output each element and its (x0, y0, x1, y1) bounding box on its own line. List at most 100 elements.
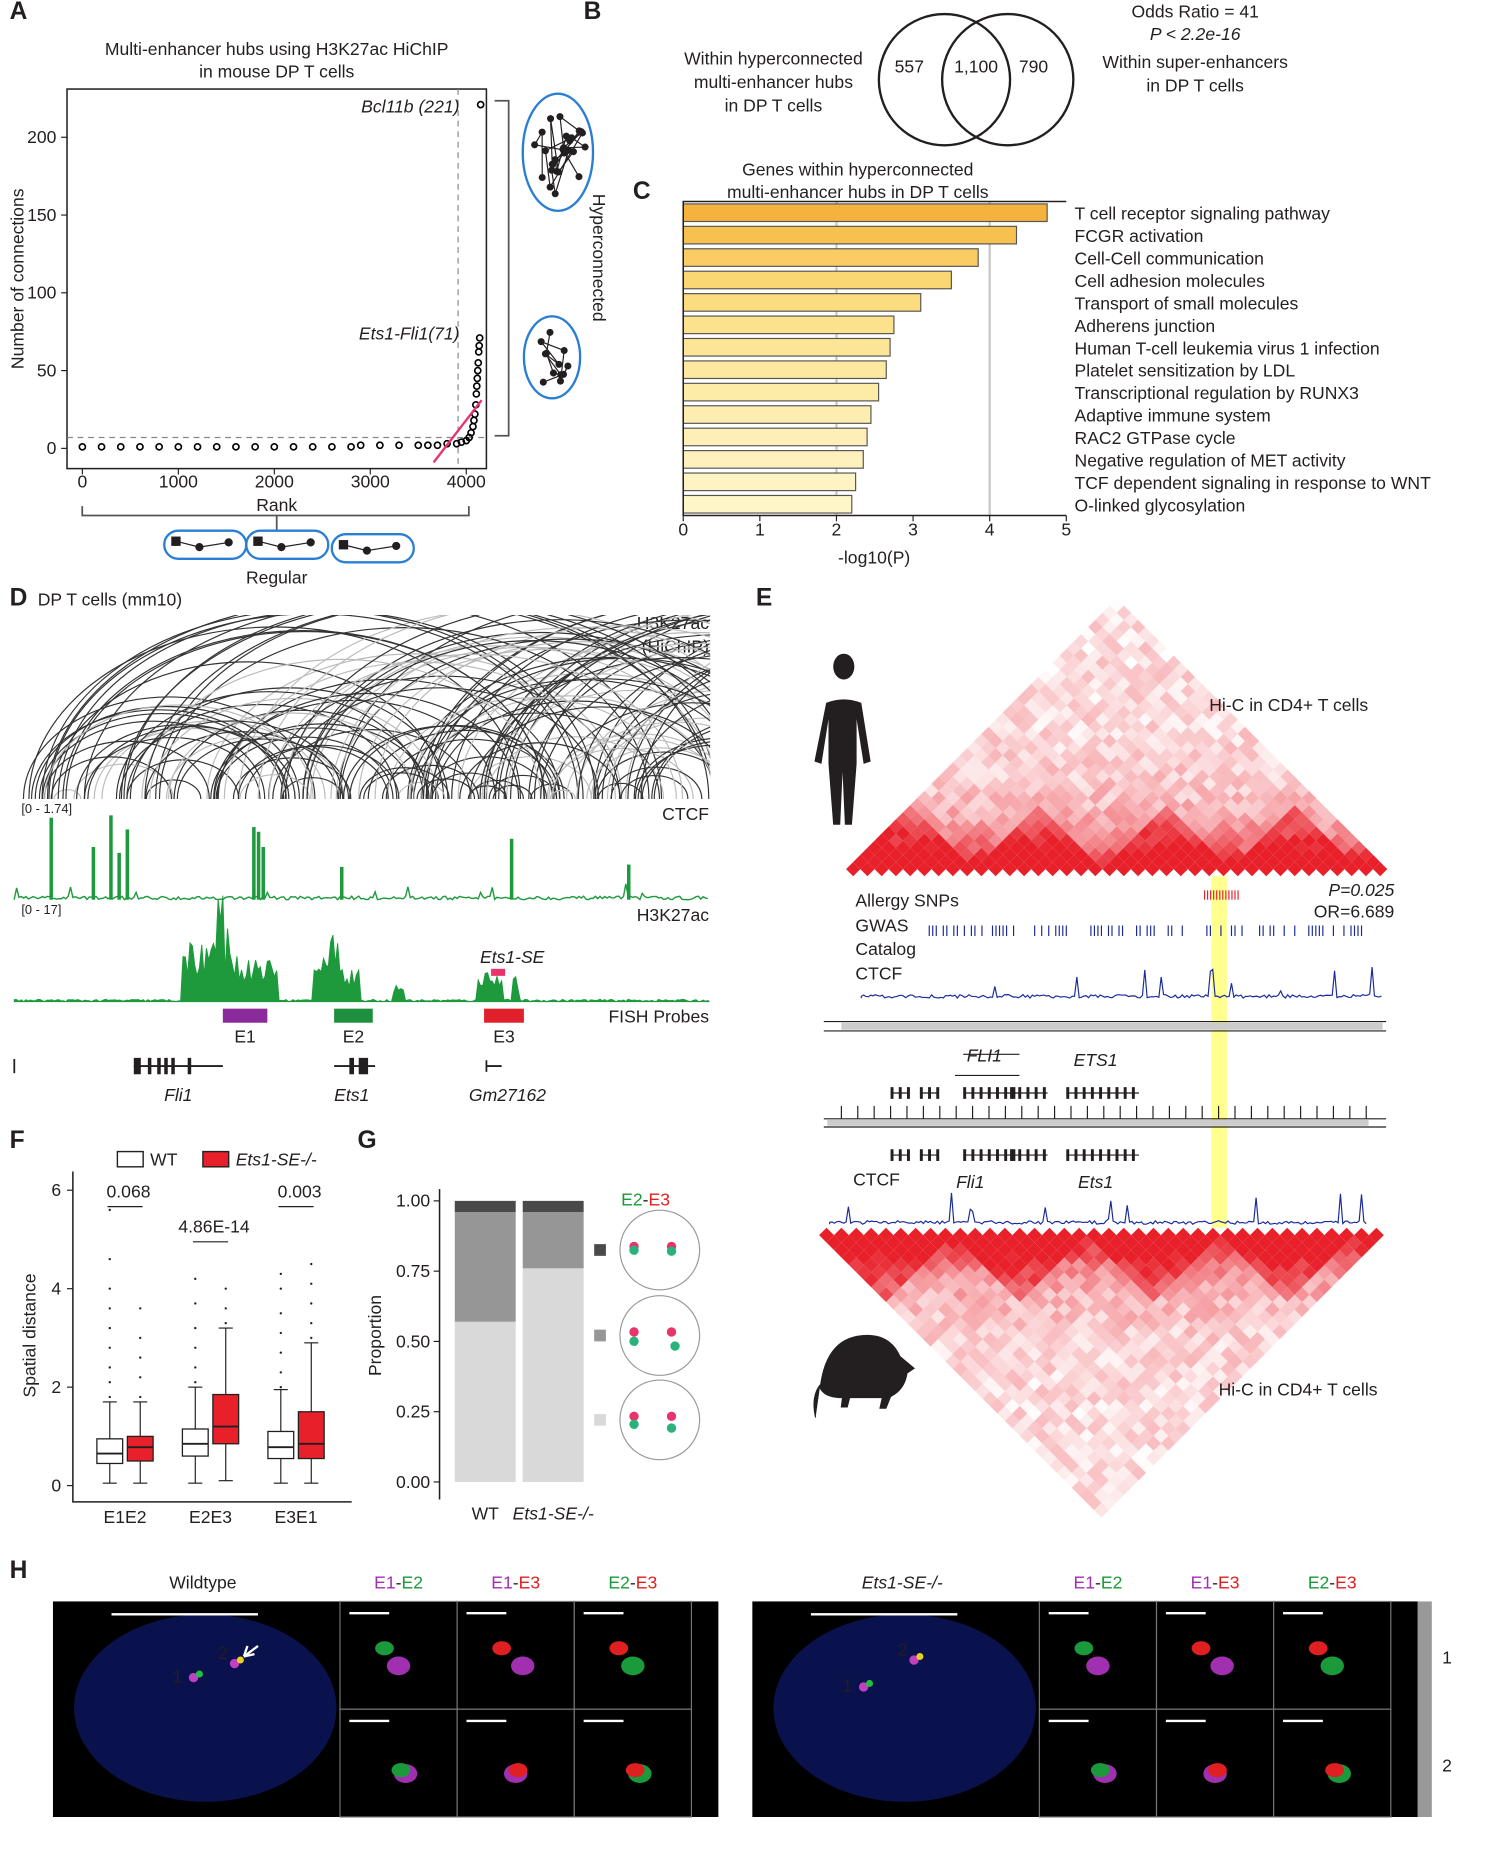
exon (157, 1057, 161, 1075)
track-label: CTCF (662, 804, 709, 824)
hic-cell (1102, 676, 1117, 692)
hic-map (846, 605, 1388, 877)
hic-cell (1071, 1376, 1087, 1392)
hic-cell (1073, 676, 1089, 692)
pair-part: - (396, 1573, 402, 1593)
pair-part: E3 (519, 1573, 540, 1593)
hic-cell (848, 1227, 864, 1243)
hic-cell (1123, 1339, 1139, 1355)
network-node (306, 538, 315, 547)
exon (1018, 1087, 1022, 1099)
pair-part: E1 (374, 1573, 395, 1593)
hic-cell (908, 1272, 924, 1288)
hic-cell (923, 1316, 938, 1332)
probe-dot (629, 1336, 639, 1347)
hic-cell (1159, 847, 1174, 863)
hichip-arc (257, 615, 711, 799)
panel-label: G (358, 1127, 377, 1154)
category-label: Transport of small molecules (1075, 293, 1299, 313)
hic-cell (1116, 1302, 1132, 1317)
hic-cell (1064, 1354, 1080, 1369)
hic-cell (1019, 1354, 1035, 1369)
hic-cell (1056, 1316, 1072, 1332)
hic-cell (1116, 676, 1131, 692)
hic-cell (1153, 1339, 1169, 1355)
hic-cell (1071, 1346, 1087, 1362)
image-cell (1038, 1600, 1158, 1710)
hic-cell (1145, 805, 1160, 820)
exon (1107, 1149, 1111, 1161)
hic-cell (1195, 840, 1210, 855)
ctcf-peak (256, 831, 261, 900)
hic-cell (915, 1264, 931, 1280)
hichip-arc (483, 615, 667, 799)
point (424, 441, 432, 450)
hic-cell (1038, 726, 1053, 741)
hic-cell (960, 847, 975, 863)
category-label: Cell adhesion molecules (1075, 271, 1266, 291)
exon (1010, 1149, 1014, 1161)
hic-cell (974, 748, 989, 763)
exon (1090, 1149, 1094, 1161)
hic-cell (1183, 1235, 1199, 1251)
hic-cell (1123, 840, 1139, 855)
y-tick-label: 4 (51, 1279, 61, 1299)
hic-cell (924, 840, 939, 855)
hic-cell (1227, 1294, 1243, 1310)
hichip-arc (50, 756, 173, 799)
bar-segment (522, 1200, 584, 1213)
network-node (556, 113, 564, 121)
hic-cell (1056, 1242, 1072, 1258)
hic-cell (1056, 1420, 1072, 1436)
hichip-arc (416, 778, 476, 799)
hic-cell (1250, 1346, 1265, 1362)
snp-label: Allergy SNPs (855, 891, 959, 911)
hic-cell (841, 1250, 857, 1265)
bar (682, 270, 952, 290)
category-label: Negative regulation of MET activity (1075, 450, 1346, 470)
hic-cell (952, 854, 968, 870)
hic-cell (1071, 1391, 1087, 1407)
hichip-arc (503, 615, 709, 799)
hic-cell (1116, 819, 1131, 834)
hic-cell (1212, 1309, 1228, 1325)
probe-spot (621, 1656, 645, 1676)
hic-cell (1230, 862, 1245, 877)
hic-cell (1220, 1287, 1236, 1303)
hic-cell (1235, 1302, 1251, 1317)
hic-cell (848, 1257, 864, 1273)
hic-cell (1264, 1242, 1280, 1258)
hic-cell (1209, 726, 1224, 741)
hic-cell (1168, 1294, 1184, 1310)
hichip-arc (586, 747, 711, 799)
box (267, 1430, 295, 1460)
fish-probe (334, 1008, 373, 1023)
exon (1115, 1087, 1119, 1099)
hic-cell (1351, 840, 1366, 855)
hic-cell (878, 1242, 894, 1258)
hic-cell (1094, 1443, 1109, 1459)
hic-cell (1145, 705, 1160, 720)
hichip-arc (381, 764, 480, 799)
hic-cell (1123, 1398, 1139, 1414)
hic-cell (1230, 762, 1245, 777)
hic-cell (1081, 854, 1096, 870)
hic-cell (1323, 854, 1338, 870)
hic-cell (1094, 1309, 1109, 1325)
venn-label: Within hyperconnected (684, 48, 863, 68)
point (136, 442, 144, 451)
hic-cell (1131, 1391, 1147, 1407)
hic-cell (1220, 1331, 1236, 1347)
hic-cell (1034, 1398, 1050, 1414)
outlier (310, 1282, 313, 1285)
hic-cell (1073, 819, 1089, 834)
hichip-arc (469, 706, 711, 799)
hic-cell (1064, 1339, 1080, 1355)
hic-cell (1071, 1287, 1087, 1303)
hichip-arc (385, 738, 558, 799)
hic-cell (945, 1264, 961, 1280)
hic-cell (1034, 1339, 1050, 1355)
hic-cell (1019, 1428, 1035, 1444)
hic-cell (1045, 847, 1060, 863)
hic-cell (915, 1235, 931, 1251)
